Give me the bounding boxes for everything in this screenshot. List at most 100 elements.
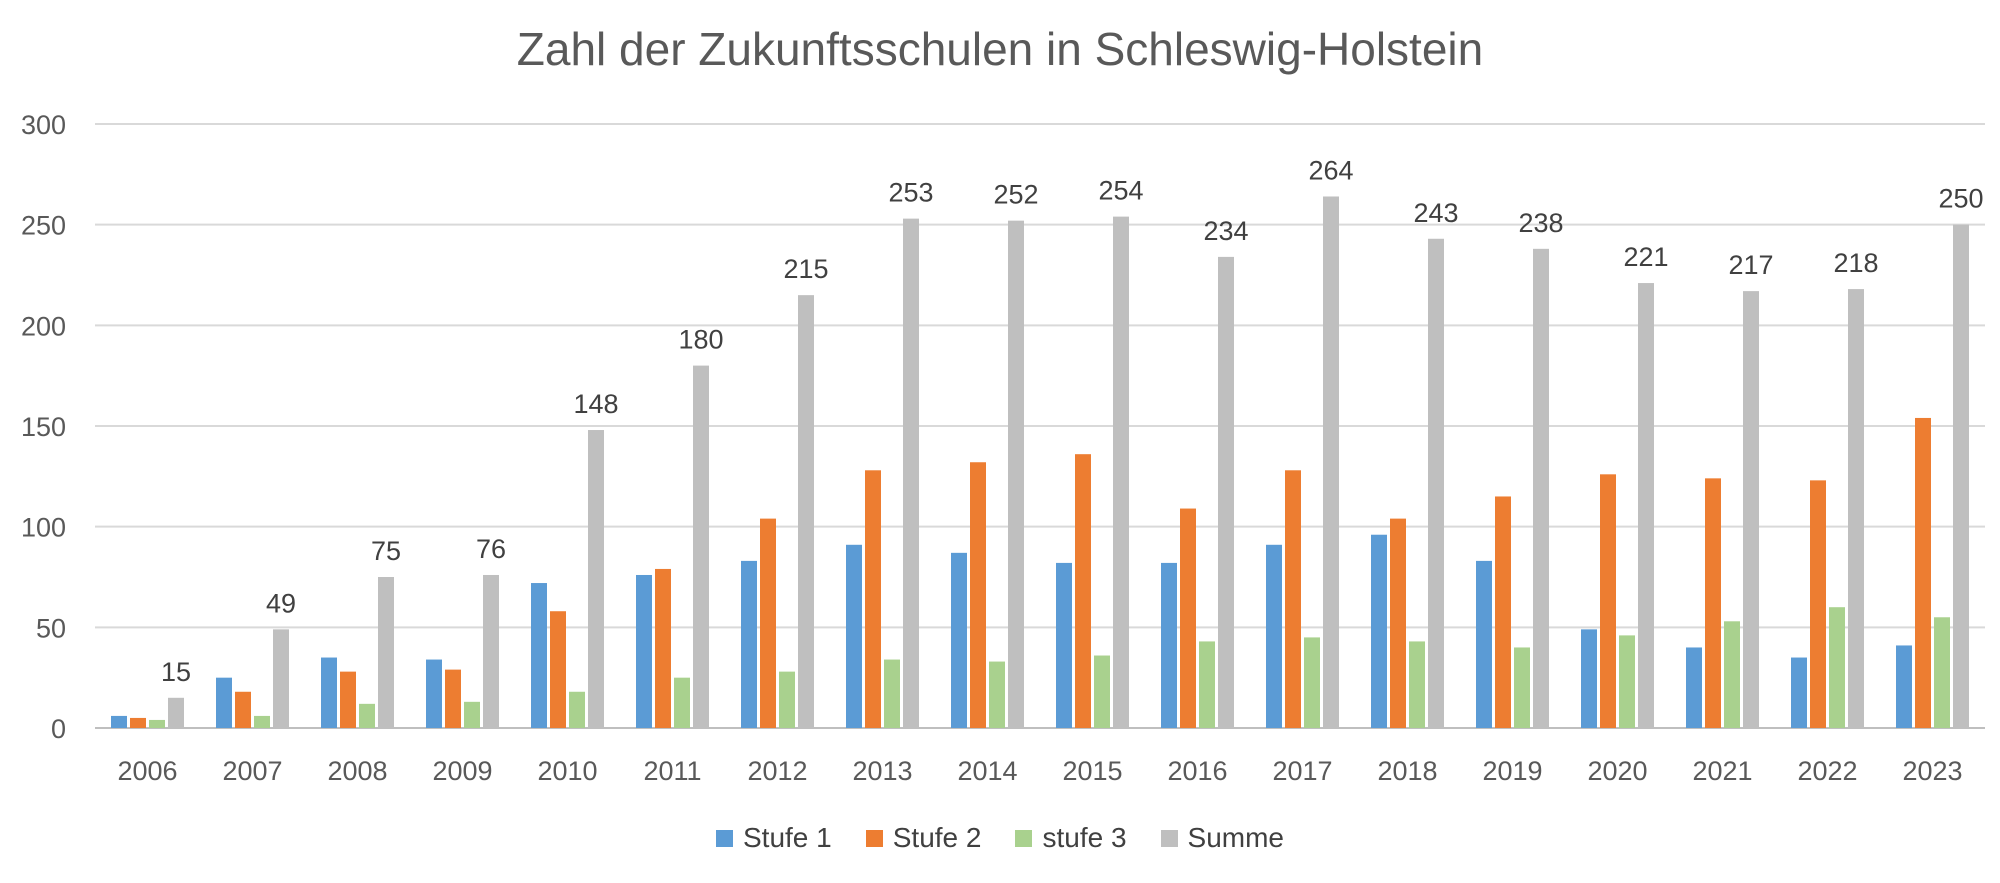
- data-label: 218: [1833, 248, 1878, 278]
- bar-stufe-2-2022: [1810, 480, 1826, 728]
- bar-stufe-3-2011: [674, 677, 690, 728]
- y-tick-label: 200: [21, 311, 66, 341]
- legend-label: Stufe 2: [892, 822, 982, 853]
- data-label: 49: [266, 588, 296, 618]
- legend-swatch: [865, 829, 883, 847]
- legend-swatch: [1160, 829, 1178, 847]
- x-tick-label: 2016: [1167, 756, 1227, 786]
- bar-summe-2010: [588, 430, 604, 728]
- x-tick-label: 2006: [117, 756, 177, 786]
- data-label: 252: [993, 180, 1038, 210]
- x-tick-label: 2020: [1587, 756, 1647, 786]
- legend: Stufe 1 Stufe 2 stufe 3 Summe: [0, 822, 2000, 854]
- data-label: 180: [678, 325, 723, 355]
- bar-stufe-1-2014: [951, 552, 967, 728]
- x-tick-label: 2009: [432, 756, 492, 786]
- bar-stufe-2-2008: [340, 671, 356, 728]
- bar-stufe-2-2020: [1600, 474, 1616, 728]
- bar-stufe-2-2019: [1495, 496, 1511, 728]
- x-tick-label: 2021: [1692, 756, 1752, 786]
- bar-stufe-1-2013: [846, 544, 862, 728]
- legend-label: Summe: [1187, 822, 1284, 853]
- bar-stufe-2-2014: [970, 462, 986, 728]
- legend-item: stufe 3: [1015, 822, 1127, 854]
- bar-stufe-3-2015: [1094, 655, 1110, 728]
- data-label: 253: [888, 178, 933, 208]
- bar-stufe-1-2019: [1476, 560, 1492, 728]
- bar-stufe-3-2016: [1199, 641, 1215, 728]
- x-tick-label: 2008: [327, 756, 387, 786]
- data-label: 76: [476, 534, 506, 564]
- bar-stufe-3-2013: [884, 659, 900, 728]
- bar-stufe-1-2010: [531, 583, 547, 728]
- bar-stufe-2-2009: [445, 669, 461, 728]
- bar-stufe-1-2023: [1896, 645, 1912, 728]
- bars: [111, 196, 1969, 729]
- bar-stufe-3-2020: [1619, 635, 1635, 728]
- bar-stufe-1-2008: [321, 657, 337, 728]
- bar-stufe-3-2006: [149, 719, 165, 728]
- data-label: 234: [1203, 216, 1248, 246]
- x-tick-label: 2017: [1272, 756, 1332, 786]
- data-label: 264: [1308, 155, 1353, 185]
- chart-title: Zahl der Zukunftsschulen in Schleswig-Ho…: [516, 23, 1484, 75]
- x-tick-label: 2013: [852, 756, 912, 786]
- data-label: 221: [1623, 242, 1668, 272]
- bar-summe-2016: [1218, 256, 1234, 728]
- x-tick-label: 2022: [1797, 756, 1857, 786]
- bar-stufe-2-2021: [1705, 478, 1721, 728]
- data-label: 15: [161, 657, 191, 687]
- bar-stufe-2-2012: [760, 518, 776, 728]
- y-tick-label: 0: [51, 714, 66, 744]
- bar-summe-2021: [1743, 291, 1759, 728]
- data-label: 238: [1518, 208, 1563, 238]
- bar-stufe-1-2009: [426, 659, 442, 728]
- y-tick-label: 50: [36, 613, 66, 643]
- bar-stufe-2-2023: [1915, 417, 1931, 728]
- bar-stufe-3-2021: [1724, 621, 1740, 728]
- bar-stufe-2-2011: [655, 568, 671, 728]
- bar-stufe-1-2011: [636, 574, 652, 728]
- bar-summe-2020: [1638, 283, 1654, 728]
- data-label: 217: [1728, 250, 1773, 280]
- bar-summe-2017: [1323, 196, 1339, 729]
- bar-stufe-2-2010: [550, 611, 566, 728]
- legend-item: Stufe 1: [716, 822, 832, 854]
- y-tick-label: 100: [21, 513, 66, 543]
- bar-summe-2014: [1008, 220, 1024, 728]
- data-label: 75: [371, 536, 401, 566]
- legend-label: stufe 3: [1042, 822, 1127, 853]
- bar-stufe-1-2012: [741, 560, 757, 728]
- x-tick-label: 2012: [747, 756, 807, 786]
- bar-stufe-2-2015: [1075, 454, 1091, 728]
- bar-stufe-2-2016: [1180, 508, 1196, 728]
- x-axis-ticks: 2006 2007 2008 2009 2010 2011 2012 2013 2014 2015…: [117, 756, 1962, 786]
- y-tick-label: 300: [21, 110, 66, 140]
- x-tick-label: 2014: [957, 756, 1017, 786]
- x-tick-label: 2007: [222, 756, 282, 786]
- bar-stufe-3-2019: [1514, 647, 1530, 728]
- bar-stufe-3-2007: [254, 715, 270, 728]
- bar-stufe-2-2006: [130, 717, 146, 728]
- legend-item: Stufe 2: [865, 822, 982, 854]
- data-label: 148: [573, 389, 618, 419]
- bar-summe-2008: [378, 577, 394, 728]
- bar-stufe-3-2018: [1409, 641, 1425, 728]
- bar-stufe-2-2018: [1390, 518, 1406, 728]
- y-axis-ticks: 0 50 100 150 200 250 300: [21, 110, 66, 744]
- bar-stufe-2-2013: [865, 470, 881, 728]
- bar-stufe-3-2009: [464, 701, 480, 728]
- bar-summe-2006: [168, 697, 184, 728]
- legend-swatch: [716, 829, 733, 847]
- bar-stufe-1-2006: [111, 715, 127, 728]
- data-label: 250: [1938, 184, 1983, 214]
- bar-summe-2022: [1848, 289, 1864, 728]
- data-labels: 15 49 75 76 148 180 215 253 252 254 234 264 243 238 22…: [161, 155, 1984, 686]
- data-label: 215: [783, 254, 828, 284]
- bar-summe-2019: [1533, 248, 1549, 728]
- bar-summe-2018: [1428, 238, 1444, 728]
- x-tick-label: 2019: [1482, 756, 1542, 786]
- bar-stufe-3-2008: [359, 703, 375, 728]
- bar-stufe-3-2023: [1934, 617, 1950, 728]
